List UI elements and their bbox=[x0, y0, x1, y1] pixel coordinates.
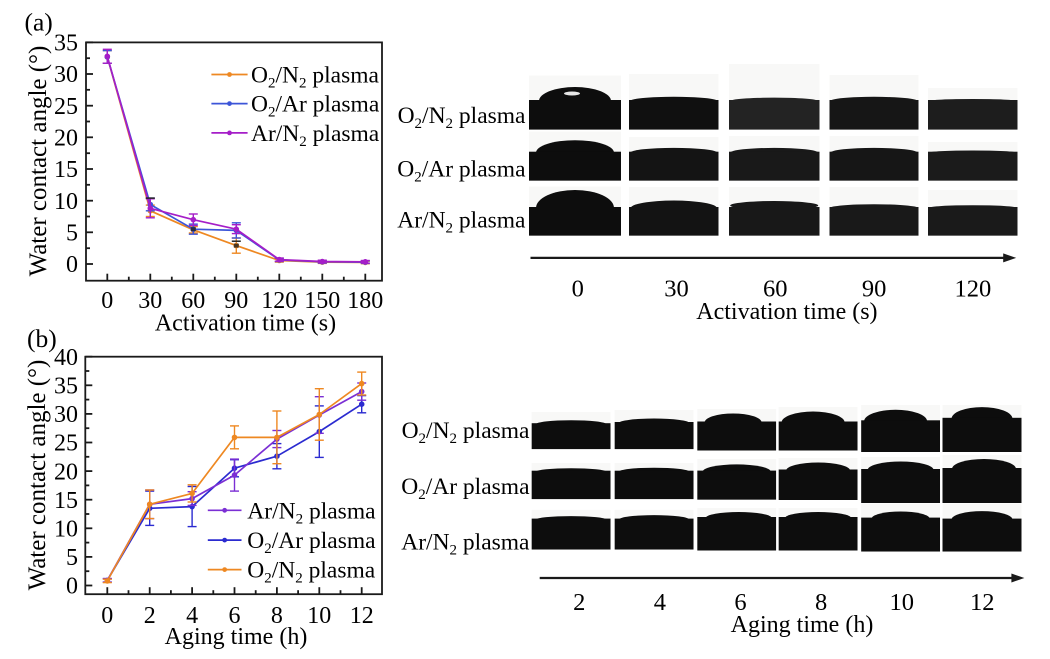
svg-text:(b): (b) bbox=[27, 324, 57, 353]
svg-text:Activation time (s): Activation time (s) bbox=[155, 311, 336, 337]
svg-text:180: 180 bbox=[347, 288, 383, 314]
svg-text:15: 15 bbox=[54, 157, 78, 183]
svg-text:Activation time (s): Activation time (s) bbox=[696, 299, 877, 325]
svg-text:O2/N2 plasma: O2/N2 plasma bbox=[398, 103, 526, 132]
svg-text:15: 15 bbox=[54, 488, 78, 514]
svg-text:30: 30 bbox=[54, 62, 78, 88]
svg-text:O2/N2 plasma: O2/N2 plasma bbox=[247, 558, 375, 587]
svg-text:30: 30 bbox=[664, 276, 689, 303]
svg-text:O2/Ar plasma: O2/Ar plasma bbox=[247, 528, 376, 557]
svg-text:Ar/N2 plasma: Ar/N2 plasma bbox=[401, 530, 530, 559]
svg-text:35: 35 bbox=[54, 31, 78, 57]
svg-text:60: 60 bbox=[763, 276, 788, 303]
svg-text:35: 35 bbox=[54, 374, 78, 400]
svg-text:O2/Ar plasma: O2/Ar plasma bbox=[401, 474, 530, 503]
svg-text:O2/N2 plasma: O2/N2 plasma bbox=[402, 418, 530, 447]
svg-text:10: 10 bbox=[307, 603, 331, 629]
svg-text:20: 20 bbox=[54, 126, 78, 152]
svg-text:Aging time (h): Aging time (h) bbox=[165, 624, 308, 650]
svg-text:0: 0 bbox=[66, 574, 78, 600]
svg-text:0: 0 bbox=[101, 603, 113, 629]
svg-text:Ar/N2 plasma: Ar/N2 plasma bbox=[251, 121, 380, 150]
svg-text:12: 12 bbox=[970, 589, 995, 616]
svg-text:(a): (a) bbox=[25, 8, 53, 37]
svg-text:10: 10 bbox=[889, 589, 914, 616]
svg-text:90: 90 bbox=[224, 288, 248, 314]
svg-text:4: 4 bbox=[654, 589, 666, 616]
svg-text:5: 5 bbox=[66, 221, 78, 247]
svg-text:120: 120 bbox=[955, 276, 992, 303]
svg-text:40: 40 bbox=[54, 345, 78, 371]
svg-text:12: 12 bbox=[350, 603, 374, 629]
svg-text:O2/Ar plasma: O2/Ar plasma bbox=[397, 156, 526, 185]
svg-text:10: 10 bbox=[54, 189, 78, 215]
svg-text:Aging time (h): Aging time (h) bbox=[731, 612, 874, 638]
svg-text:0: 0 bbox=[572, 276, 584, 303]
svg-text:O2/Ar plasma: O2/Ar plasma bbox=[251, 92, 380, 121]
svg-text:20: 20 bbox=[54, 459, 78, 485]
svg-text:2: 2 bbox=[144, 603, 156, 629]
svg-text:2: 2 bbox=[573, 589, 585, 616]
svg-text:8: 8 bbox=[815, 589, 827, 616]
svg-text:10: 10 bbox=[54, 517, 78, 543]
svg-text:25: 25 bbox=[54, 431, 78, 457]
svg-text:30: 30 bbox=[54, 402, 78, 428]
svg-text:6: 6 bbox=[734, 589, 746, 616]
svg-text:150: 150 bbox=[304, 288, 340, 314]
svg-text:4: 4 bbox=[186, 603, 198, 629]
svg-text:30: 30 bbox=[138, 288, 162, 314]
svg-text:Water contact angle (°): Water contact angle (°) bbox=[24, 360, 51, 591]
svg-text:Water contact angle (°): Water contact angle (°) bbox=[25, 46, 52, 277]
svg-text:6: 6 bbox=[229, 603, 241, 629]
svg-text:90: 90 bbox=[862, 276, 887, 303]
svg-text:Ar/N2 plasma: Ar/N2 plasma bbox=[397, 207, 526, 236]
svg-text:O2/N2 plasma: O2/N2 plasma bbox=[251, 63, 379, 92]
svg-text:25: 25 bbox=[54, 94, 78, 120]
svg-text:60: 60 bbox=[181, 288, 205, 314]
svg-text:0: 0 bbox=[101, 288, 113, 314]
svg-text:120: 120 bbox=[261, 288, 297, 314]
svg-text:Ar/N2 plasma: Ar/N2 plasma bbox=[247, 498, 376, 527]
svg-text:0: 0 bbox=[66, 252, 78, 278]
svg-text:5: 5 bbox=[66, 545, 78, 571]
svg-text:8: 8 bbox=[271, 603, 283, 629]
